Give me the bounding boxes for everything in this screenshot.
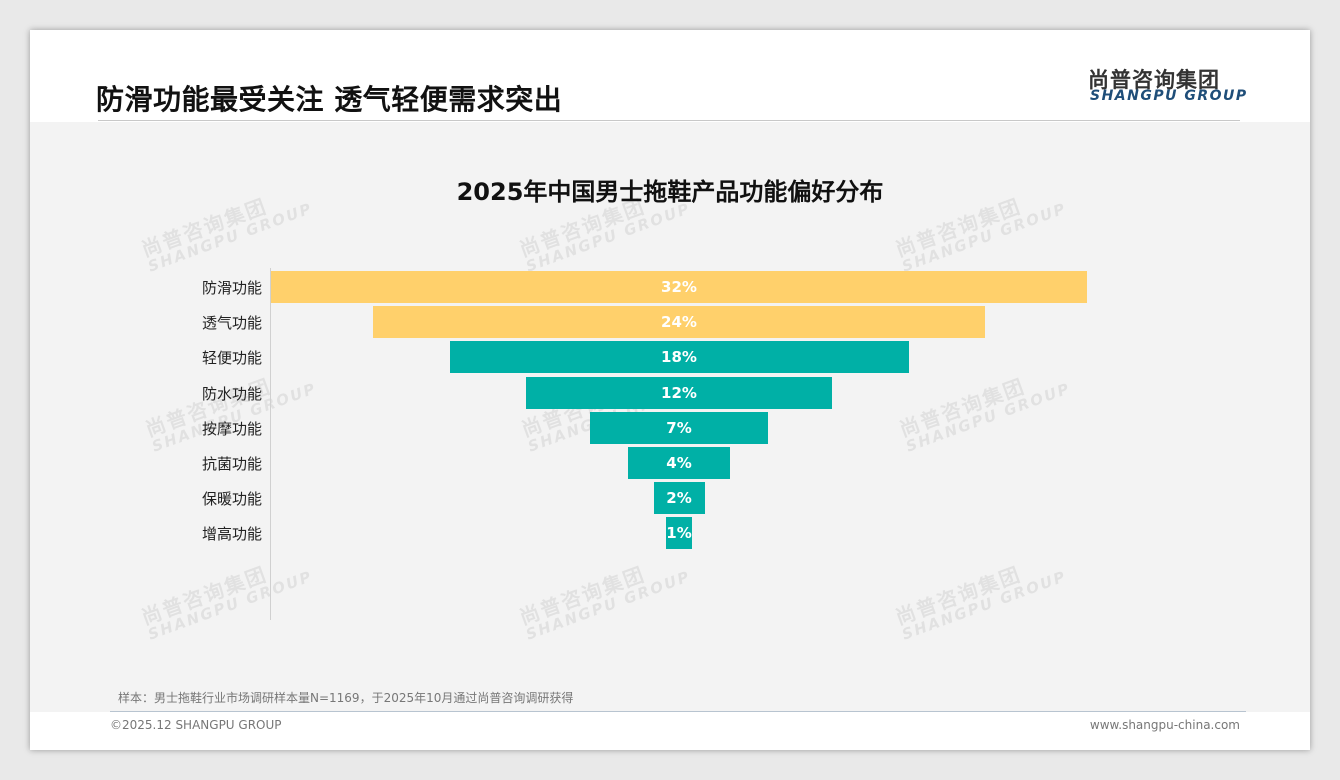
header-divider bbox=[98, 120, 1240, 121]
logo-cn: 尚普咨询集团 bbox=[1088, 68, 1220, 92]
category-label: 防水功能 bbox=[201, 384, 262, 403]
category-axis bbox=[270, 268, 271, 620]
data-label: 1% bbox=[666, 524, 692, 543]
funnel-bar: 18% bbox=[449, 341, 909, 374]
page-title: 防滑功能最受关注 透气轻便需求突出 bbox=[96, 83, 563, 116]
data-label: 24% bbox=[661, 313, 697, 332]
data-label: 18% bbox=[661, 348, 697, 367]
category-label: 按摩功能 bbox=[201, 419, 262, 438]
copyright: ©2025.12 SHANGPU GROUP bbox=[110, 718, 282, 732]
data-label: 7% bbox=[666, 418, 692, 437]
chart-title: 2025年中国男士拖鞋产品功能偏好分布 bbox=[456, 178, 884, 206]
funnel-bar: 12% bbox=[526, 376, 832, 409]
data-label: 12% bbox=[661, 383, 697, 402]
category-label: 透气功能 bbox=[201, 314, 262, 333]
category-label: 轻便功能 bbox=[201, 349, 262, 368]
funnel-bar: 24% bbox=[373, 306, 985, 339]
data-label: 2% bbox=[666, 489, 692, 508]
funnel-bar: 2% bbox=[653, 482, 705, 515]
funnel-bar: 4% bbox=[628, 447, 730, 479]
category-label: 增高功能 bbox=[201, 525, 262, 544]
category-label: 保暖功能 bbox=[201, 490, 262, 509]
footer-band bbox=[30, 712, 1310, 750]
sample-note: 样本：男士拖鞋行业市场调研样本量N=1169，于2025年10月通过尚普咨询调研… bbox=[118, 691, 574, 705]
footer-divider bbox=[110, 711, 1246, 712]
website-url: www.shangpu-china.com bbox=[1089, 718, 1240, 732]
data-label: 32% bbox=[661, 278, 697, 296]
header-band bbox=[30, 30, 1310, 122]
data-label: 4% bbox=[666, 454, 692, 472]
funnel-bar: 7% bbox=[589, 411, 769, 444]
funnel-bar: 1% bbox=[666, 517, 692, 550]
category-label: 抗菌功能 bbox=[201, 455, 262, 473]
logo-en: SHANGPU GROUP bbox=[1090, 88, 1248, 104]
slide: 防滑功能最受关注 透气轻便需求突出 尚普咨询集团 SHANGPU GROUP 尚… bbox=[30, 30, 1310, 750]
funnel-bar: 32% bbox=[271, 271, 1087, 303]
category-label: 防滑功能 bbox=[201, 279, 262, 297]
